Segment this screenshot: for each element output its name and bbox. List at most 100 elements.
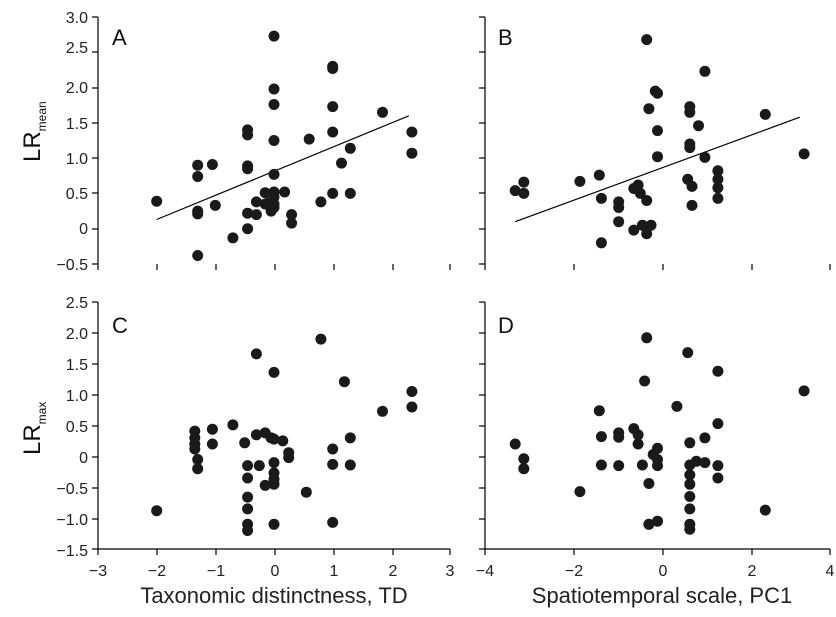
x-tick-label: 2: [748, 563, 757, 580]
scatter-point: [242, 207, 254, 219]
panel-b-plot: [509, 34, 810, 249]
scatter-point: [206, 438, 218, 450]
scatter-point: [684, 503, 696, 515]
scatter-point: [574, 175, 586, 187]
scatter-point: [268, 518, 280, 530]
scatter-point: [259, 187, 271, 199]
y-tick-label: 0.5: [66, 186, 88, 203]
scatter-point: [641, 332, 653, 344]
scatter-point: [686, 180, 698, 192]
y-tick-label: 1.0: [66, 388, 88, 405]
scatter-point: [242, 503, 254, 515]
scatter-point: [712, 165, 724, 177]
scatter-point: [406, 386, 418, 397]
x-tick-labels-right: −4 −2 0 2 4: [476, 563, 835, 580]
scatter-point: [699, 432, 711, 444]
scatter-point: [684, 437, 696, 449]
scatter-point: [684, 469, 696, 481]
scatter-point: [239, 437, 251, 449]
scatter-point: [699, 457, 711, 469]
scatter-point: [518, 463, 530, 475]
scatter-point: [336, 157, 347, 169]
scatter-point: [250, 209, 262, 221]
scatter-point: [227, 232, 239, 244]
scatter-point: [303, 133, 315, 145]
scatter-point: [643, 103, 655, 115]
scatter-point: [283, 452, 295, 464]
scatter-point: [268, 168, 280, 180]
x-axis-title-right: Spatiotemporal scale, PC1: [532, 583, 792, 608]
y-axis-title-top: LRmean: [19, 101, 49, 162]
y-tick-label: 2.5: [66, 40, 88, 57]
scatter-point: [652, 454, 663, 465]
x-tick-label: −2: [148, 563, 166, 580]
panel-label-d: D: [498, 313, 514, 338]
scatter-point: [643, 518, 655, 530]
y-tick-label: 2.5: [66, 295, 88, 312]
scatter-point: [327, 516, 339, 528]
panel-label-a: A: [112, 25, 127, 50]
scatter-point: [684, 106, 696, 118]
scatter-point: [636, 219, 648, 231]
x-tick-label: 0: [271, 563, 280, 580]
scatter-point: [344, 187, 356, 199]
scatter-point: [509, 185, 521, 197]
scatter-point: [712, 365, 724, 377]
scatter-point: [595, 192, 607, 204]
scatter-point: [632, 429, 644, 441]
scatter-point: [613, 431, 625, 443]
scatter-point: [684, 491, 696, 502]
scatter-point: [242, 163, 254, 175]
y-tick-label: 1.0: [66, 151, 88, 168]
scatter-point: [151, 505, 163, 517]
y-tick-label: 2.0: [66, 326, 88, 343]
y-tick-label: 0: [79, 450, 88, 467]
panel-label-c: C: [112, 313, 128, 338]
scatter-point: [344, 459, 356, 471]
x-tick-label: 4: [826, 563, 835, 580]
scatter-point: [192, 171, 204, 182]
axes-layer: [92, 16, 831, 555]
scatter-point: [192, 159, 204, 171]
y-tick-label: −1.0: [56, 512, 88, 529]
scatter-point: [327, 187, 339, 199]
scatter-point: [690, 455, 702, 467]
scatter-point: [671, 400, 683, 412]
scatter-point: [209, 199, 221, 211]
y-axis-title-bottom: LRmax: [19, 402, 49, 455]
scatter-point: [699, 65, 711, 77]
scatter-point: [712, 192, 724, 204]
panel-label-b: B: [498, 25, 513, 50]
scatter-point: [652, 125, 663, 137]
x-tick-label: −2: [565, 563, 583, 580]
scatter-point: [242, 525, 254, 536]
scatter-point: [279, 186, 291, 198]
scatter-point: [242, 472, 254, 484]
scatter-point: [327, 458, 339, 470]
scatter-point: [227, 419, 239, 431]
y-tick-label: 2.0: [66, 80, 88, 97]
scatter-point: [250, 429, 262, 441]
scatter-point: [315, 196, 327, 208]
scatter-point: [286, 209, 298, 221]
scatter-point: [268, 478, 280, 490]
scatter-point: [639, 375, 651, 387]
y-tick-label: 0: [79, 221, 88, 238]
scatter-point: [206, 159, 218, 170]
scatter-point: [684, 142, 696, 154]
scatter-point: [268, 457, 280, 469]
scatter-point: [250, 196, 262, 208]
x-tick-label: 0: [659, 563, 668, 580]
scatter-point: [192, 250, 204, 261]
scatter-point: [613, 460, 625, 472]
y-tick-label: 1.5: [66, 116, 88, 133]
scatter-point: [242, 129, 254, 141]
scatter-point: [242, 223, 254, 235]
scatter-point: [518, 176, 530, 188]
scatter-point: [518, 187, 530, 199]
x-tick-label: −3: [89, 563, 107, 580]
scatter-point: [286, 217, 298, 229]
scatter-point: [268, 202, 280, 213]
y-tick-label: 1.5: [66, 357, 88, 374]
